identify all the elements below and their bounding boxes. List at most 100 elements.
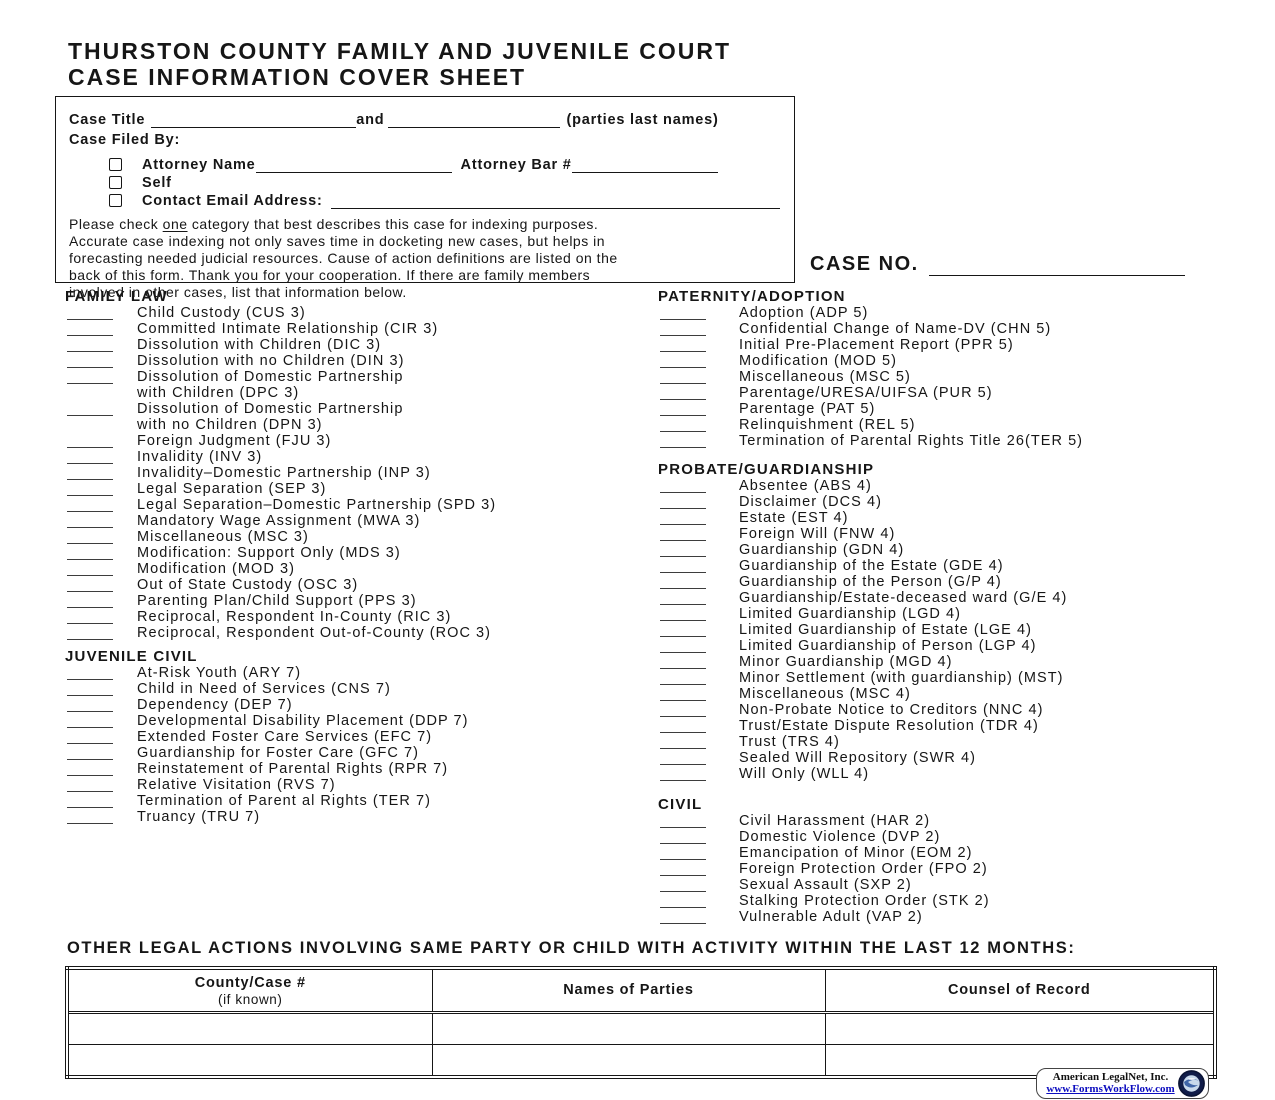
category-select-line[interactable] [67,607,113,608]
case-category-row: Dissolution with Children (DIC 3) [65,337,650,353]
category-select-line[interactable] [67,711,113,712]
category-select-line[interactable] [660,351,706,352]
table-empty-cell[interactable] [824,1012,1216,1045]
category-select-line[interactable] [67,335,113,336]
table-empty-cell[interactable] [66,1044,433,1078]
category-select-line[interactable] [660,700,706,701]
formsworkflow-link[interactable]: www.FormsWorkFlow.com [1046,1083,1175,1095]
category-select-line[interactable] [660,907,706,908]
category-select-line[interactable] [660,748,706,749]
category-select-line[interactable] [660,588,706,589]
category-select-line[interactable] [660,556,706,557]
self-checkbox[interactable] [109,176,122,189]
category-select-line[interactable] [67,367,113,368]
category-select-line[interactable] [67,679,113,680]
category-select-line[interactable] [67,479,113,480]
attorney-name-label: Attorney Name [142,157,256,173]
category-label: Adoption (ADP 5) [739,305,869,321]
table-empty-cell[interactable] [431,1012,826,1045]
county-case-header-label: County/Case # [194,974,306,991]
legalnet-stamp: American LegalNet, Inc. www.FormsWorkFlo… [1036,1068,1209,1099]
category-select-line[interactable] [67,623,113,624]
case-filed-by-label: Case Filed By: [69,132,181,148]
category-select-line[interactable] [67,727,113,728]
category-select-line[interactable] [660,335,706,336]
case-title-second-party-line[interactable] [388,112,561,128]
category-select-line[interactable] [660,604,706,605]
contact-email-line[interactable] [330,193,780,209]
category-select-line[interactable] [660,319,706,320]
category-select-line[interactable] [67,791,113,792]
category-select-line[interactable] [660,732,706,733]
category-select-line[interactable] [660,447,706,448]
globe-logo-icon [1178,1070,1205,1097]
category-select-line[interactable] [660,923,706,924]
case-category-row: Minor Guardianship (MGD 4) [658,654,1270,670]
category-select-line[interactable] [67,543,113,544]
category-label: Guardianship for Foster Care (GFC 7) [137,745,419,761]
category-select-line[interactable] [67,383,113,384]
category-label: Out of State Custody (OSC 3) [137,577,359,593]
category-select-line[interactable] [67,447,113,448]
attorney-bar-line[interactable] [571,157,718,173]
category-select-line[interactable] [67,743,113,744]
category-select-line[interactable] [67,319,113,320]
category-select-line[interactable] [67,591,113,592]
category-select-line[interactable] [660,780,706,781]
category-select-line[interactable] [660,859,706,860]
case-category-row: Child Custody (CUS 3) [65,305,650,321]
category-select-line[interactable] [660,620,706,621]
category-select-line[interactable] [67,463,113,464]
category-select-line[interactable] [660,764,706,765]
category-select-line[interactable] [67,415,113,416]
category-select-line[interactable] [660,431,706,432]
case-category-row: Limited Guardianship of Person (LGP 4) [658,638,1270,654]
case-title-first-party-line[interactable] [151,112,357,128]
category-select-line[interactable] [660,383,706,384]
case-category-row: Relinquishment (REL 5) [658,417,1270,433]
category-select-line[interactable] [67,695,113,696]
legalnet-stamp-text: American LegalNet, Inc. www.FormsWorkFlo… [1046,1071,1175,1096]
self-label: Self [142,175,172,191]
case-category-row: Foreign Judgment (FJU 3) [65,433,650,449]
category-select-line[interactable] [660,684,706,685]
category-select-line[interactable] [660,652,706,653]
category-select-line[interactable] [660,875,706,876]
category-select-line[interactable] [67,575,113,576]
category-select-line[interactable] [660,716,706,717]
category-label: Guardianship/Estate-deceased ward (G/E 4… [739,590,1068,606]
category-select-line[interactable] [67,639,113,640]
category-select-line[interactable] [660,492,706,493]
case-number-line[interactable] [928,255,1185,276]
category-select-line[interactable] [660,399,706,400]
category-select-line[interactable] [67,527,113,528]
category-select-line[interactable] [67,495,113,496]
category-select-line[interactable] [660,572,706,573]
table-empty-cell[interactable] [431,1044,826,1078]
category-select-line[interactable] [67,559,113,560]
category-select-line[interactable] [67,759,113,760]
category-select-line[interactable] [67,807,113,808]
case-category-row: Guardianship (GDN 4) [658,542,1270,558]
category-select-line[interactable] [660,668,706,669]
table-empty-cell[interactable] [66,1012,433,1045]
category-select-line[interactable] [67,511,113,512]
category-select-line[interactable] [660,367,706,368]
category-select-line[interactable] [660,540,706,541]
attorney-checkbox[interactable] [109,158,122,171]
category-select-line[interactable] [67,823,113,824]
case-category-row: Guardianship/Estate-deceased ward (G/E 4… [658,590,1270,606]
section-heading-juvenile-civil: JUVENILE CIVIL [65,648,198,665]
category-select-line[interactable] [660,827,706,828]
category-select-line[interactable] [67,775,113,776]
category-select-line[interactable] [660,636,706,637]
attorney-name-line[interactable] [255,157,452,173]
category-select-line[interactable] [660,891,706,892]
contact-email-checkbox[interactable] [109,194,122,207]
category-select-line[interactable] [660,843,706,844]
category-select-line[interactable] [67,351,113,352]
case-category-row: Invalidity–Domestic Partnership (INP 3) [65,465,650,481]
category-select-line[interactable] [660,508,706,509]
category-select-line[interactable] [660,415,706,416]
category-select-line[interactable] [660,524,706,525]
